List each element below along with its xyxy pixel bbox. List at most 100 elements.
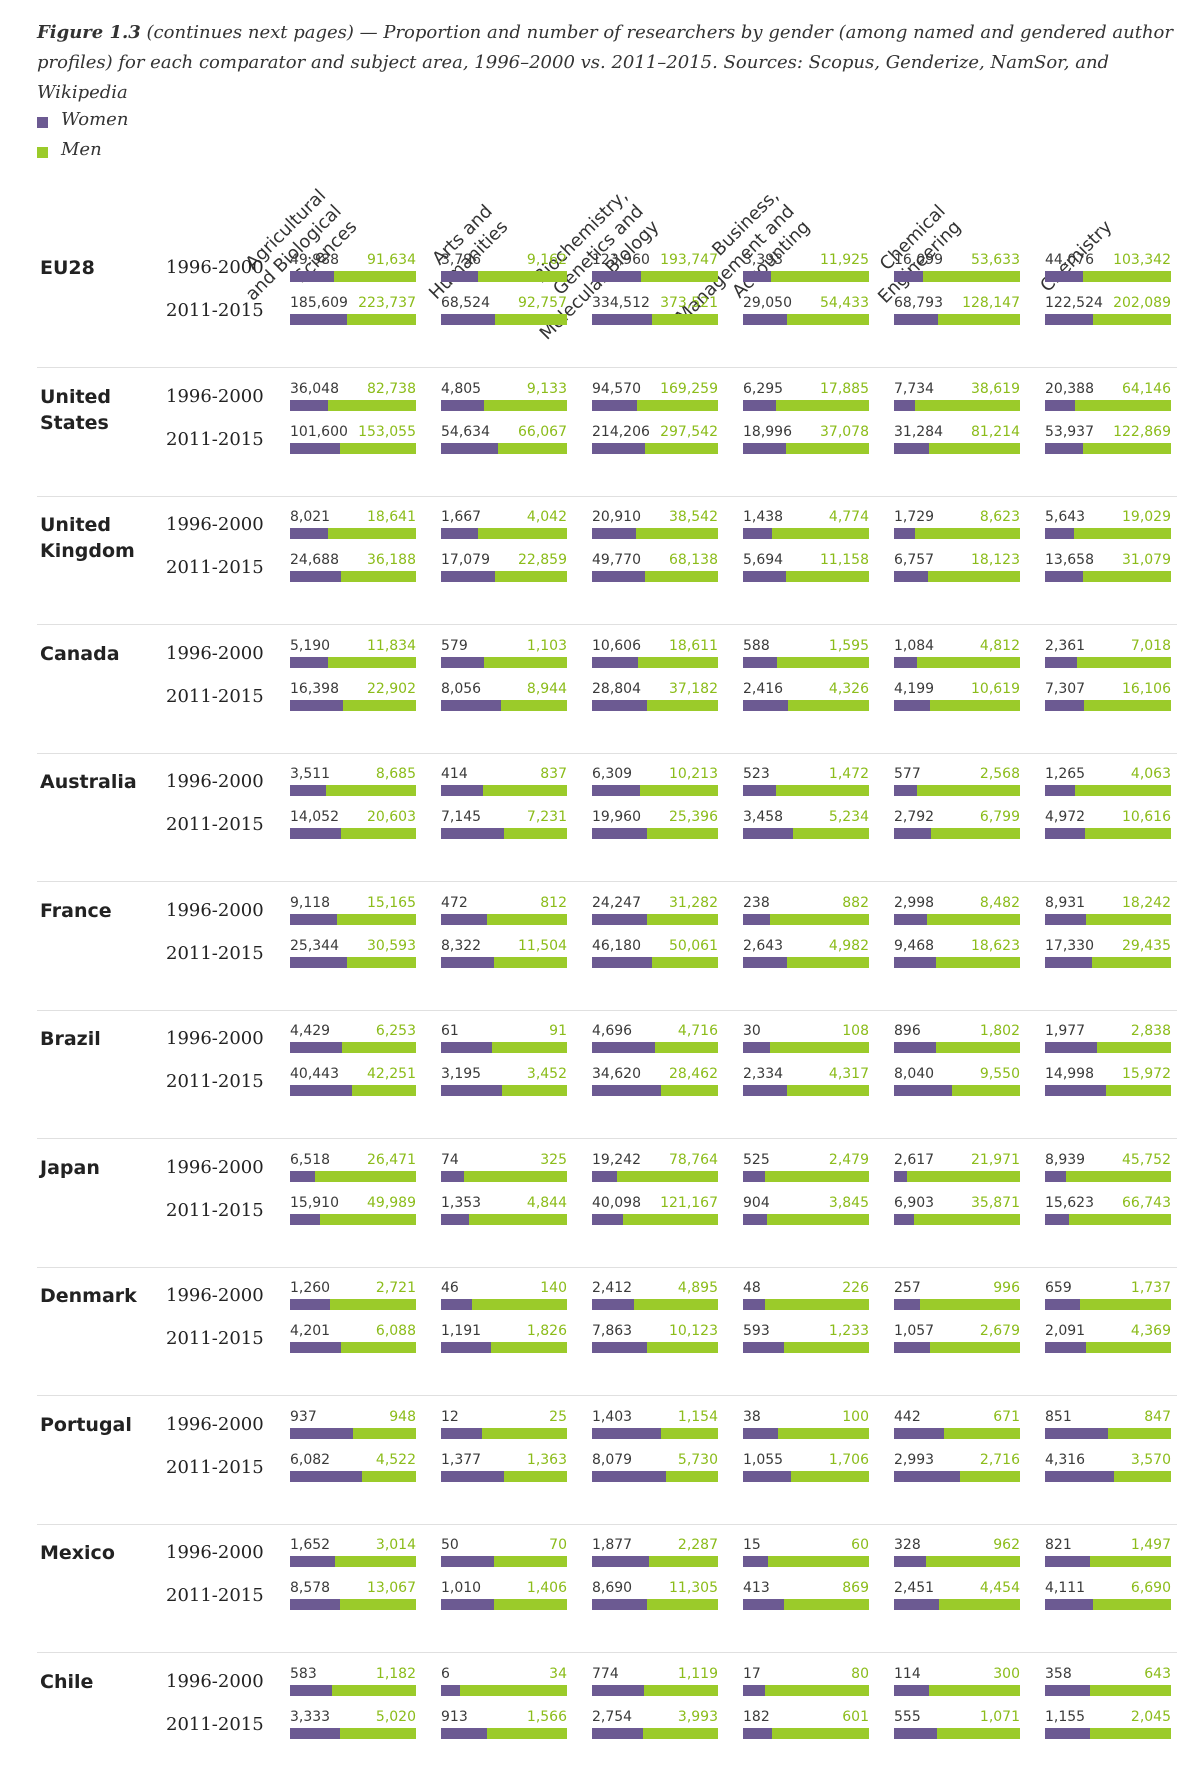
women-value-label: 4,201 xyxy=(290,1323,331,1339)
men-bar-segment xyxy=(944,1427,1020,1439)
women-bar-segment xyxy=(441,1427,482,1439)
men-value-label: 81,214 xyxy=(971,423,1020,440)
stacked-bar xyxy=(290,442,416,454)
stacked-bar xyxy=(1045,571,1171,582)
men-value-label: 17,885 xyxy=(820,380,869,397)
women-value-label: 7,145 xyxy=(441,809,482,825)
stacked-bar xyxy=(743,785,869,796)
men-value-label: 91,634 xyxy=(367,252,416,268)
men-bar-segment xyxy=(788,699,869,711)
women-bar-segment xyxy=(290,1427,353,1439)
men-value-label: 4,042 xyxy=(526,509,567,525)
period-label: 2011-2015 xyxy=(166,685,264,707)
men-value-label: 5,020 xyxy=(375,1708,416,1725)
women-value-label: 4,199 xyxy=(894,680,935,697)
stacked-bar xyxy=(592,656,718,668)
women-value-label: 24,688 xyxy=(290,552,339,568)
women-bar-segment xyxy=(1045,785,1075,796)
stacked-bar xyxy=(1045,1042,1171,1053)
women-bar-segment xyxy=(592,1299,634,1310)
men-bar-segment xyxy=(484,656,567,668)
women-value-label: 659 xyxy=(1045,1280,1072,1296)
men-value-label: 2,568 xyxy=(979,766,1020,782)
stacked-bar xyxy=(441,314,567,325)
men-value-label: 3,845 xyxy=(828,1194,869,1211)
men-bar-segment xyxy=(487,1727,567,1739)
women-value-label: 2,361 xyxy=(1045,637,1086,654)
women-value-label: 588 xyxy=(743,637,770,654)
stacked-bar xyxy=(290,1684,416,1696)
period-label: 1996-2000 xyxy=(166,257,264,278)
men-value-label: 2,716 xyxy=(979,1451,1020,1468)
men-value-label: 5,234 xyxy=(828,809,869,825)
stacked-bar xyxy=(441,271,567,282)
men-value-label: 6,253 xyxy=(375,1023,416,1039)
women-value-label: 238 xyxy=(743,894,770,911)
country-name-line: Mexico xyxy=(40,1542,115,1564)
women-bar-segment xyxy=(441,1727,487,1739)
stacked-bar xyxy=(441,1170,567,1182)
stacked-bar xyxy=(1045,1213,1171,1225)
men-value-label: 66,067 xyxy=(518,423,567,440)
men-value-label: 1,154 xyxy=(677,1408,718,1425)
women-value-label: 50 xyxy=(441,1537,459,1553)
men-value-label: 962 xyxy=(993,1537,1020,1553)
men-bar-segment xyxy=(1093,1599,1171,1610)
men-value-label: 78,764 xyxy=(669,1151,718,1168)
women-bar-segment xyxy=(592,699,647,711)
women-bar-segment xyxy=(743,1727,772,1739)
women-bar-segment xyxy=(592,1085,661,1096)
men-bar-segment xyxy=(645,442,718,454)
men-value-label: 373,521 xyxy=(660,295,718,311)
row-separator xyxy=(37,367,1177,368)
men-value-label: 8,623 xyxy=(979,509,1020,525)
men-value-label: 8,482 xyxy=(979,894,1020,911)
stacked-bar xyxy=(1045,442,1171,454)
stacked-bar xyxy=(592,571,718,582)
women-bar-segment xyxy=(743,785,776,796)
men-value-label: 10,616 xyxy=(1122,809,1171,825)
men-bar-segment xyxy=(1085,828,1171,839)
women-bar-segment xyxy=(592,1042,655,1053)
stacked-bar xyxy=(592,1170,718,1182)
men-value-label: 30,593 xyxy=(367,937,416,954)
women-bar-segment xyxy=(290,442,340,454)
period-label: 1996-2000 xyxy=(166,1670,264,1692)
stacked-bar xyxy=(290,699,416,711)
women-value-label: 8,079 xyxy=(592,1451,633,1468)
men-value-label: 2,838 xyxy=(1130,1023,1171,1039)
stacked-bar xyxy=(441,1213,567,1225)
women-value-label: 214,206 xyxy=(592,423,650,440)
women-bar-segment xyxy=(1045,1042,1097,1053)
men-bar-segment xyxy=(492,1042,567,1053)
country-name: Japan xyxy=(40,1155,100,1181)
stacked-bar xyxy=(441,442,567,454)
stacked-bar xyxy=(441,571,567,582)
women-value-label: 46,180 xyxy=(592,937,641,954)
stacked-bar xyxy=(290,913,416,925)
women-bar-segment xyxy=(743,1342,784,1353)
men-bar-segment xyxy=(1090,1556,1171,1567)
women-bar-segment xyxy=(894,1427,944,1439)
women-value-label: 2,993 xyxy=(894,1451,935,1468)
women-value-label: 583 xyxy=(290,1665,317,1682)
men-value-label: 13,067 xyxy=(367,1580,416,1596)
women-value-label: 525 xyxy=(743,1151,770,1168)
men-bar-segment xyxy=(930,1342,1020,1353)
stacked-bar xyxy=(894,785,1020,796)
men-value-label: 9,550 xyxy=(979,1066,1020,1082)
women-bar-segment xyxy=(1045,571,1083,582)
women-bar-segment xyxy=(441,1470,504,1482)
period-label: 2011-2015 xyxy=(166,1071,264,1092)
women-bar-segment xyxy=(290,1470,362,1482)
stacked-bar xyxy=(743,1213,869,1225)
women-bar-segment xyxy=(290,956,347,968)
men-bar-segment xyxy=(636,528,718,539)
women-value-label: 6,082 xyxy=(290,1451,331,1468)
women-bar-segment xyxy=(1045,1085,1106,1096)
men-value-label: 18,242 xyxy=(1122,894,1171,911)
women-value-label: 13,658 xyxy=(1045,552,1094,568)
stacked-bar xyxy=(441,399,567,411)
women-bar-segment xyxy=(743,1213,767,1225)
women-value-label: 30 xyxy=(743,1023,761,1039)
